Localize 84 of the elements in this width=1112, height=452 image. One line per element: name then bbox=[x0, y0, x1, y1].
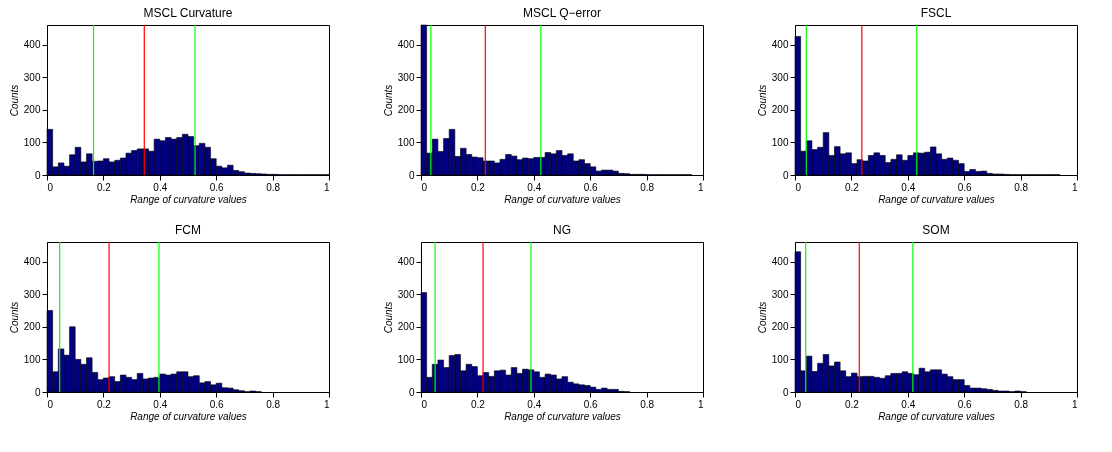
chart-title: FCM bbox=[175, 223, 201, 238]
y-tick-label: 300 bbox=[23, 288, 41, 300]
x-tick-label: 0.6 bbox=[583, 181, 599, 193]
y-tick-label: 0 bbox=[34, 386, 41, 398]
x-tick-label: 0.6 bbox=[209, 181, 225, 193]
x-tick-label: 0.8 bbox=[266, 181, 281, 193]
x-tick-label: 0.6 bbox=[583, 398, 599, 410]
x-tick-label: 0 bbox=[795, 398, 802, 410]
y-tick-label: 200 bbox=[397, 104, 415, 116]
y-tick-label: 100 bbox=[397, 136, 415, 148]
x-tick-label: 0.8 bbox=[266, 398, 281, 410]
x-axis-title: Range of curvature values bbox=[504, 193, 621, 205]
y-tick-label: 200 bbox=[771, 321, 789, 333]
y-tick-label: 100 bbox=[771, 136, 789, 148]
x-tick-label: 0.4 bbox=[901, 181, 916, 193]
y-tick-label: 400 bbox=[23, 256, 41, 268]
y-axis-title: Counts bbox=[382, 84, 394, 117]
y-tick-label: 200 bbox=[23, 104, 41, 116]
x-tick-label: 0.2 bbox=[96, 181, 112, 193]
x-tick-label: 0.4 bbox=[153, 398, 168, 410]
y-tick-label: 0 bbox=[782, 169, 789, 181]
y-tick-label: 400 bbox=[397, 39, 415, 51]
y-tick-label: 100 bbox=[771, 353, 789, 365]
x-tick-label: 0.8 bbox=[640, 181, 655, 193]
x-tick-label: 1 bbox=[697, 181, 704, 193]
y-axis-title: Counts bbox=[756, 84, 768, 117]
x-tick-label: 0.6 bbox=[209, 398, 225, 410]
x-tick-label: 1 bbox=[1071, 398, 1078, 410]
x-tick-label: 0 bbox=[47, 181, 54, 193]
x-tick-label: 0.2 bbox=[470, 398, 486, 410]
x-tick-label: 1 bbox=[323, 181, 330, 193]
x-tick-label: 0.8 bbox=[1014, 181, 1029, 193]
x-tick-label: 0.4 bbox=[901, 398, 916, 410]
x-tick-label: 0.6 bbox=[957, 398, 973, 410]
x-tick-label: 0 bbox=[47, 398, 54, 410]
x-tick-label: 0.2 bbox=[96, 398, 112, 410]
y-tick-label: 0 bbox=[34, 169, 41, 181]
x-axis-title: Range of curvature values bbox=[130, 193, 247, 205]
y-tick-label: 200 bbox=[771, 104, 789, 116]
x-tick-label: 0.8 bbox=[640, 398, 655, 410]
x-tick-label: 1 bbox=[697, 398, 704, 410]
chart-title: MSCL Curvature bbox=[143, 6, 233, 21]
y-tick-label: 100 bbox=[23, 136, 41, 148]
y-axis-title: Counts bbox=[382, 301, 394, 334]
x-tick-label: 0.2 bbox=[844, 181, 860, 193]
y-tick-label: 0 bbox=[408, 169, 415, 181]
y-tick-label: 0 bbox=[408, 386, 415, 398]
x-axis-title: Range of curvature values bbox=[504, 410, 621, 422]
x-tick-label: 0.2 bbox=[470, 181, 486, 193]
y-tick-label: 300 bbox=[771, 288, 789, 300]
y-tick-label: 100 bbox=[397, 353, 415, 365]
y-tick-label: 100 bbox=[23, 353, 41, 365]
x-tick-label: 0.8 bbox=[1014, 398, 1029, 410]
x-axis-title: Range of curvature values bbox=[878, 193, 995, 205]
y-axis-title: Counts bbox=[756, 301, 768, 334]
x-tick-label: 0 bbox=[421, 398, 428, 410]
y-tick-label: 400 bbox=[771, 39, 789, 51]
x-axis-title: Range of curvature values bbox=[878, 410, 995, 422]
y-axis-title: Counts bbox=[8, 301, 20, 334]
chart-title: MSCL Q−error bbox=[523, 6, 601, 21]
x-tick-label: 0 bbox=[421, 181, 428, 193]
x-tick-label: 0.6 bbox=[957, 181, 973, 193]
y-tick-label: 300 bbox=[397, 71, 415, 83]
x-axis-title: Range of curvature values bbox=[130, 410, 247, 422]
x-tick-label: 1 bbox=[323, 398, 330, 410]
y-tick-label: 400 bbox=[397, 256, 415, 268]
chart-title: NG bbox=[553, 223, 571, 238]
x-tick-label: 0.4 bbox=[527, 398, 542, 410]
y-tick-label: 300 bbox=[771, 71, 789, 83]
x-tick-label: 1 bbox=[1071, 181, 1078, 193]
x-tick-label: 0.4 bbox=[153, 181, 168, 193]
y-tick-label: 400 bbox=[771, 256, 789, 268]
y-tick-label: 300 bbox=[23, 71, 41, 83]
chart-title: SOM bbox=[922, 223, 950, 238]
y-tick-label: 400 bbox=[23, 39, 41, 51]
y-axis-title: Counts bbox=[8, 84, 20, 117]
y-tick-label: 200 bbox=[23, 321, 41, 333]
y-tick-label: 300 bbox=[397, 288, 415, 300]
chart-title: FSCL bbox=[920, 6, 952, 21]
y-tick-label: 200 bbox=[397, 321, 415, 333]
x-tick-label: 0.4 bbox=[527, 181, 542, 193]
x-tick-label: 0 bbox=[795, 181, 802, 193]
y-tick-label: 0 bbox=[782, 386, 789, 398]
x-tick-label: 0.2 bbox=[844, 398, 860, 410]
